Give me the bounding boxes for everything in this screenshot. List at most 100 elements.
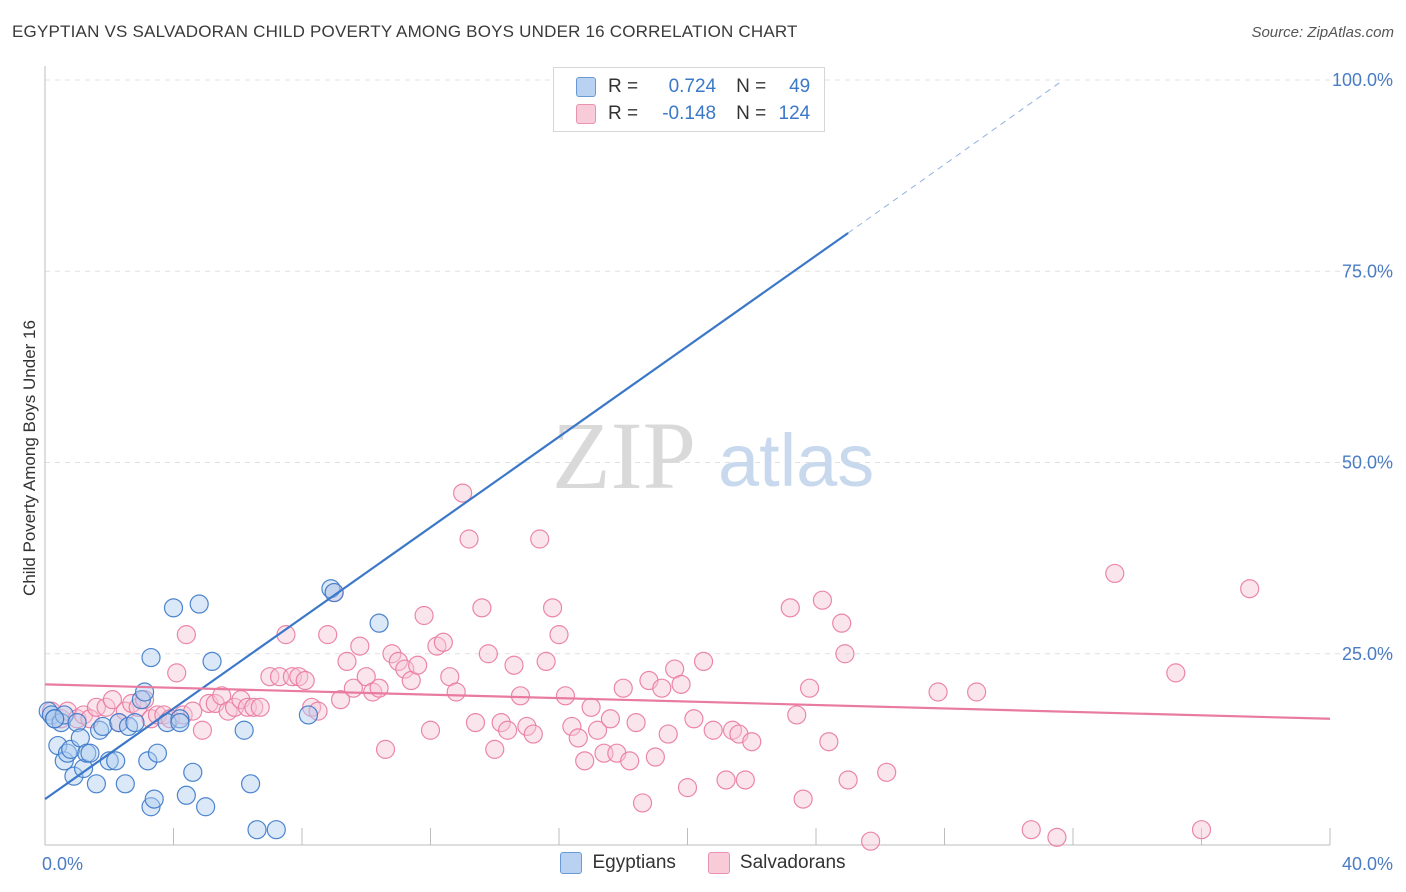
salvadoran-point [523, 724, 543, 744]
x-tick-label: 0.0% [42, 854, 83, 874]
salvadoran-point [716, 770, 736, 790]
legend-swatch-salvadorans [576, 104, 596, 124]
salvadoran-point [318, 625, 338, 645]
chart-title: EGYPTIAN VS SALVADORAN CHILD POVERTY AMO… [12, 22, 798, 41]
egyptian-point [247, 820, 267, 840]
salvadoran-point [86, 697, 107, 717]
egyptian-point [45, 709, 65, 729]
legend-r-label: R = [608, 76, 639, 97]
salvadoran-point [1021, 820, 1041, 840]
egyptian-point [144, 789, 164, 809]
salvadoran-point [433, 632, 453, 652]
salvadoran-point [581, 697, 601, 717]
watermark: ZIP atlas [552, 402, 874, 509]
salvadorans-label: Salvadorans [739, 852, 846, 873]
tick-labels: 25.0% 50.0% 75.0% 100.0% 0.0% 40.0% [42, 70, 1393, 874]
salvadoran-point [877, 762, 897, 782]
salvadoran-point [1105, 563, 1125, 584]
egyptians-trend-line [44, 232, 849, 800]
salvadoran-point [530, 529, 550, 549]
egyptian-point [147, 743, 168, 763]
salvadoran-point [446, 682, 466, 702]
salvadoran-point [388, 651, 408, 672]
y-tick-label: 25.0% [1342, 644, 1393, 664]
salvadoran-point [459, 529, 479, 549]
source-label: Source: ZipAtlas.com [1251, 24, 1394, 41]
salvadoran-point [504, 655, 524, 675]
legend-n-label: N = [736, 76, 767, 97]
salvadoran-point [420, 720, 441, 740]
legend-item-egyptians[interactable]: Egyptians [560, 852, 676, 874]
legend-n-value: 49 [789, 76, 811, 97]
correlation-legend: R = 0.724 N = 49 R = -0.148 N = 124 [553, 67, 825, 132]
egyptian-point [93, 716, 113, 737]
salvadoran-point [536, 651, 556, 672]
salvadoran-point [819, 732, 839, 752]
salvadoran-point [542, 598, 563, 618]
salvadoran-point [453, 483, 473, 503]
legend-r-value: -0.148 [662, 103, 717, 124]
salvadoran-point [282, 667, 302, 687]
egyptian-point [163, 598, 184, 618]
egyptian-point [138, 751, 158, 771]
egyptian-point [125, 712, 145, 733]
egyptian-point [176, 785, 196, 805]
egyptian-point [115, 774, 135, 794]
salvadorans-swatch [707, 852, 730, 874]
trend-lines [44, 79, 1331, 800]
salvadoran-point [408, 655, 428, 675]
salvadoran-point [787, 705, 807, 725]
egyptian-point [196, 797, 216, 817]
salvadoran-point [812, 590, 833, 610]
salvadoran-point [472, 598, 492, 618]
salvadoran-point [1166, 663, 1186, 683]
egyptians-trend-extension [847, 79, 1064, 234]
salvadoran-point [147, 705, 168, 725]
egyptians-swatch [560, 852, 583, 874]
salvadoran-point [861, 831, 881, 851]
salvadoran-point [350, 636, 370, 656]
salvadoran-point [620, 751, 640, 771]
salvadoran-point [838, 770, 858, 790]
salvadoran-point [375, 739, 396, 759]
axes [44, 66, 1331, 846]
egyptian-point [189, 594, 209, 614]
salvadoran-point [478, 644, 498, 664]
egyptian-point [183, 762, 203, 782]
legend-n-value: 124 [778, 103, 811, 124]
egyptian-point [106, 751, 126, 771]
y-tick-label: 75.0% [1342, 261, 1393, 281]
egyptian-point [234, 720, 254, 740]
salvadoran-point [600, 709, 621, 729]
salvadoran-point [587, 720, 608, 740]
salvadoran-point [928, 682, 948, 702]
salvadoran-point [337, 651, 357, 672]
salvadoran-point [330, 690, 351, 710]
legend-r-value: 0.724 [668, 76, 717, 97]
salvadorans-trend-line [44, 683, 1331, 720]
salvadoran-point [832, 613, 852, 633]
salvadoran-point [260, 667, 280, 687]
salvadoran-point [250, 697, 270, 717]
y-tick-label: 50.0% [1342, 453, 1393, 473]
legend-row-salvadorans: R = -0.148 N = 124 [576, 102, 810, 126]
x-tick-label: 40.0% [1342, 854, 1393, 874]
salvadoran-point [652, 678, 672, 698]
salvadoran-point [308, 701, 328, 721]
salvadoran-point [465, 712, 486, 733]
salvadoran-point [658, 724, 678, 744]
egyptian-point [80, 743, 100, 763]
salvadoran-point [176, 625, 196, 645]
salvadoran-point [693, 651, 714, 672]
legend-item-salvadorans[interactable]: Salvadorans [707, 852, 846, 874]
salvadoran-point [102, 690, 123, 710]
legend-r-label: R = [608, 103, 639, 124]
watermark-zip: ZIP [552, 402, 696, 509]
series-legend: Egyptians Salvadorans [0, 852, 1406, 874]
salvadoran-point [96, 697, 116, 717]
salvadoran-point [414, 605, 434, 626]
egyptian-point [109, 712, 129, 733]
salvadoran-point [485, 739, 505, 759]
salvadoran-point [671, 674, 691, 694]
salvadoran-point [555, 686, 576, 706]
